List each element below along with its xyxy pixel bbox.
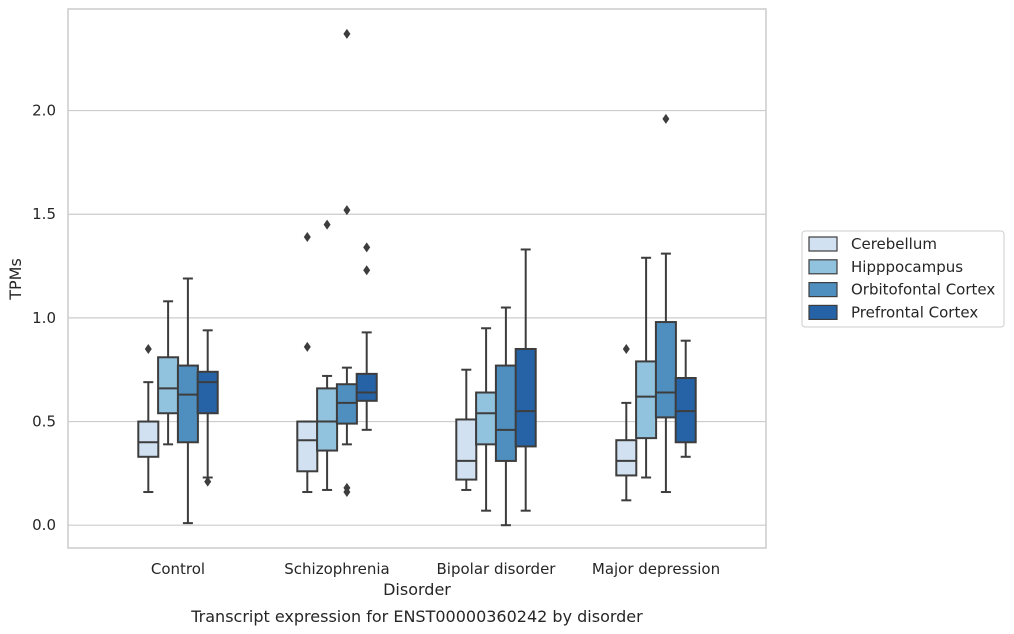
box-group bbox=[157, 300, 180, 446]
box-group bbox=[335, 28, 358, 498]
box-group bbox=[494, 306, 517, 527]
y-tick-label: 1.5 bbox=[32, 205, 56, 223]
box-iqr bbox=[296, 420, 319, 473]
box-iqr bbox=[674, 377, 697, 444]
y-tick-label: 0.5 bbox=[32, 413, 56, 431]
box-iqr bbox=[176, 364, 199, 444]
outlier-point bbox=[622, 343, 630, 354]
box-iqr bbox=[475, 391, 498, 446]
box-iqr bbox=[137, 420, 160, 458]
box-iqr bbox=[335, 383, 358, 425]
outlier-point bbox=[363, 265, 371, 276]
chart-title: Transcript expression for ENST0000036024… bbox=[190, 607, 643, 626]
box-group bbox=[615, 343, 638, 502]
outlier-point bbox=[303, 232, 311, 243]
x-tick-label: Major depression bbox=[592, 560, 720, 578]
outlier-point bbox=[303, 341, 311, 352]
x-tick-label: Schizophrenia bbox=[284, 560, 389, 578]
y-tick-label: 2.0 bbox=[32, 102, 56, 120]
box-iqr bbox=[514, 347, 537, 448]
outlier-point bbox=[343, 482, 351, 493]
box-iqr bbox=[455, 418, 478, 481]
box-group bbox=[514, 248, 537, 512]
outlier-point bbox=[662, 113, 670, 124]
box-group bbox=[296, 232, 319, 494]
box-group bbox=[196, 329, 219, 487]
box-group bbox=[475, 327, 498, 512]
box-iqr bbox=[635, 360, 658, 440]
box-iqr bbox=[654, 321, 677, 419]
box-iqr bbox=[615, 439, 638, 477]
legend-label: Hipppocampus bbox=[851, 258, 963, 276]
outlier-point bbox=[343, 205, 351, 216]
box-group bbox=[355, 242, 378, 431]
box-group bbox=[176, 277, 199, 525]
legend-swatch bbox=[808, 282, 838, 298]
box-iqr bbox=[494, 364, 517, 462]
outlier-point bbox=[144, 343, 152, 354]
y-tick-label: 1.0 bbox=[32, 309, 56, 327]
legend-items: Cerebellum Hipppocampus Orbitofontal Corte… bbox=[808, 235, 995, 321]
y-tick-labels: 0.0 0.5 1.0 1.5 2.0 bbox=[32, 102, 56, 535]
box-marks bbox=[137, 28, 697, 527]
x-tick-label: Bipolar disorder bbox=[437, 560, 557, 578]
grid-lines bbox=[68, 109, 766, 526]
box-group bbox=[635, 256, 658, 479]
y-axis-label: TPMs bbox=[6, 258, 25, 301]
outlier-point bbox=[323, 219, 331, 230]
box-iqr bbox=[196, 370, 219, 415]
legend: Cerebellum Hipppocampus Orbitofontal Corte… bbox=[801, 230, 1005, 328]
legend-label: Orbitofontal Cortex bbox=[851, 281, 995, 299]
box-iqr bbox=[157, 356, 180, 415]
x-tick-labels: Control Schizophrenia Bipolar disorder Majo… bbox=[151, 560, 720, 578]
box-group bbox=[455, 368, 478, 491]
box-group bbox=[674, 339, 697, 458]
legend-swatch bbox=[808, 304, 838, 320]
legend-swatch bbox=[808, 236, 838, 252]
x-tick-label: Control bbox=[151, 560, 205, 578]
legend-label: Prefrontal Cortex bbox=[851, 303, 978, 321]
y-tick-label: 0.0 bbox=[32, 516, 56, 534]
legend-label: Cerebellum bbox=[851, 235, 937, 253]
box-group bbox=[654, 113, 677, 494]
box-group bbox=[137, 343, 160, 494]
x-axis-label: Disorder bbox=[383, 580, 451, 599]
outlier-point bbox=[363, 242, 371, 253]
legend-frame bbox=[801, 230, 1005, 328]
box-group bbox=[316, 219, 339, 491]
outlier-point bbox=[343, 28, 351, 39]
legend-swatch bbox=[808, 259, 838, 275]
box-iqr bbox=[316, 387, 339, 452]
outlier-point bbox=[204, 476, 212, 487]
box-iqr bbox=[355, 372, 378, 402]
plot-frame bbox=[67, 8, 767, 549]
